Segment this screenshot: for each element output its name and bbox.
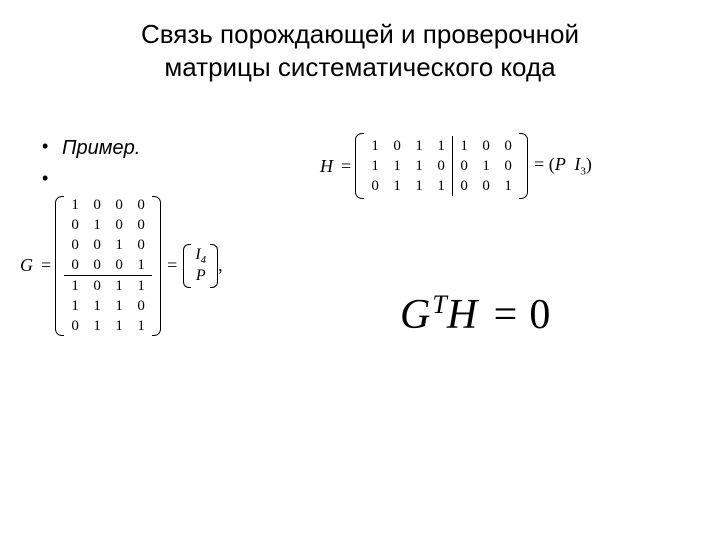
- g-label: G: [20, 255, 33, 276]
- matrix-cell: 0: [130, 235, 152, 255]
- slide-title: Связь порождающей и проверочной матрицы …: [0, 18, 720, 83]
- matrix-cell: 0: [86, 255, 108, 276]
- matrix-cell: 1: [408, 176, 430, 196]
- matrix-cell: 0: [453, 176, 476, 196]
- matrix-cell: 0: [497, 136, 519, 156]
- h-matrix-block: H = 101110011100100111001 = (P I3): [320, 133, 592, 199]
- slide: Связь порождающей и проверочной матрицы …: [0, 0, 720, 540]
- bullet-empty: [38, 167, 140, 193]
- matrix-cell: 0: [86, 235, 108, 255]
- matrix-cell: 0: [86, 195, 108, 215]
- matrix-cell: 0: [64, 316, 86, 336]
- matrix-cell: 0: [64, 235, 86, 255]
- matrix-cell: 0: [64, 255, 86, 276]
- matrix-cell: 0: [497, 156, 519, 176]
- title-line-2: матрицы систематического кода: [164, 52, 555, 82]
- matrix-cell: 1: [453, 136, 476, 156]
- matrix-cell: 1: [64, 296, 86, 316]
- matrix-cell: 1: [408, 156, 430, 176]
- eq-equals: =: [494, 292, 518, 338]
- right-paren-icon: [152, 196, 161, 336]
- matrix-cell: 0: [108, 215, 130, 235]
- equals-sign: =: [341, 156, 351, 177]
- matrix-cell: 1: [386, 156, 408, 176]
- matrix-cell: 1: [364, 136, 386, 156]
- matrix-cell: 1: [86, 316, 108, 336]
- matrix-cell: 1: [86, 296, 108, 316]
- h-matrix-table: 101110011100100111001: [364, 136, 519, 196]
- equals-sign: =: [167, 255, 177, 276]
- left-paren-icon: [55, 196, 64, 336]
- matrix-cell: 1: [108, 316, 130, 336]
- matrix-cell: 0: [108, 195, 130, 215]
- main-equation: GTH =0: [400, 290, 556, 339]
- rhs-i4: I4: [195, 246, 206, 266]
- matrix-cell: 1: [86, 215, 108, 235]
- right-paren-icon: [519, 133, 528, 199]
- matrix-cell: 1: [408, 136, 430, 156]
- matrix-cell: 0: [130, 215, 152, 235]
- matrix-cell: 1: [130, 276, 152, 297]
- rhs-p: P: [196, 267, 206, 285]
- matrix-cell: 1: [108, 276, 130, 297]
- matrix-cell: 0: [475, 176, 497, 196]
- matrix-cell: 1: [430, 136, 453, 156]
- trailing-comma: ,: [218, 255, 223, 276]
- eq-superscript-t: T: [432, 290, 446, 319]
- matrix-cell: 0: [64, 215, 86, 235]
- matrix-cell: 0: [453, 156, 476, 176]
- matrix-cell: 1: [64, 276, 86, 297]
- title-line-1: Связь порождающей и проверочной: [141, 19, 579, 49]
- equals-sign: =: [41, 255, 51, 276]
- matrix-cell: 0: [386, 136, 408, 156]
- matrix-cell: 1: [364, 156, 386, 176]
- left-paren-icon: [355, 133, 364, 199]
- matrix-cell: 0: [364, 176, 386, 196]
- eq-g: G: [400, 292, 430, 338]
- eq-h: H: [447, 292, 477, 338]
- matrix-cell: 1: [108, 235, 130, 255]
- bullet-example: Пример.: [38, 135, 140, 161]
- matrix-cell: 0: [130, 195, 152, 215]
- right-paren-icon: [210, 244, 218, 288]
- left-paren-icon: [183, 244, 191, 288]
- bullet-example-text: Пример.: [62, 137, 140, 159]
- g-matrix-table: 1000010000100001101111100111: [64, 195, 152, 336]
- matrix-cell: 0: [475, 136, 497, 156]
- bullet-list: Пример.: [38, 135, 140, 199]
- eq-zero: 0: [529, 292, 550, 338]
- matrix-cell: 0: [430, 156, 453, 176]
- matrix-cell: 1: [475, 156, 497, 176]
- matrix-cell: 1: [64, 195, 86, 215]
- matrix-cell: 1: [108, 296, 130, 316]
- g-matrix-block: G = 1000010000100001101111100111 = I4 P …: [20, 195, 223, 336]
- g-rhs-column: I4 P: [191, 244, 210, 288]
- matrix-cell: 1: [430, 176, 453, 196]
- h-label: H: [320, 156, 333, 177]
- matrix-cell: 1: [386, 176, 408, 196]
- matrix-cell: 1: [130, 255, 152, 276]
- matrix-cell: 1: [130, 316, 152, 336]
- matrix-cell: 1: [497, 176, 519, 196]
- matrix-cell: 0: [86, 276, 108, 297]
- matrix-cell: 0: [130, 296, 152, 316]
- matrix-cell: 0: [108, 255, 130, 276]
- h-rhs: = (P I3): [534, 154, 592, 178]
